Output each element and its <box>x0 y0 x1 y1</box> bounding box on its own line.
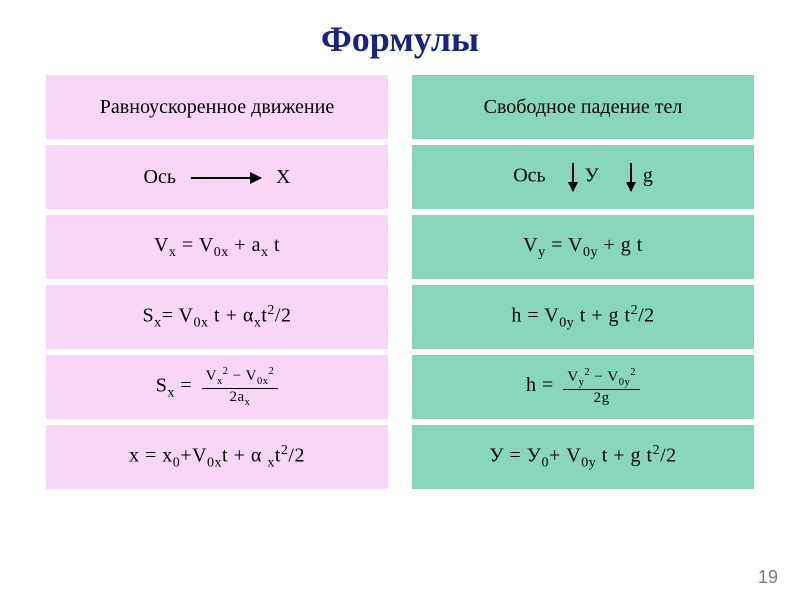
right-table: Свободное падение тел Ось У g Vy = V0y +… <box>409 72 757 492</box>
f3-eq: = <box>175 375 198 397</box>
page-number: 19 <box>758 567 778 588</box>
right-header: Свободное падение тел <box>409 72 757 142</box>
f3-eq: = <box>537 375 560 397</box>
frac-num: Vy2 − V0y2 <box>563 367 640 390</box>
right-formula-2: h = V0y t + g t2/2 <box>409 282 757 352</box>
frac-den: 2g <box>563 390 640 407</box>
axis-label: Ось <box>144 166 176 188</box>
right-formula-1: Vy = V0y + g t <box>409 212 757 282</box>
right-formula-3: h = Vy2 − V0y2 2g <box>409 352 757 422</box>
fraction: Vx2 − V0x2 2ax <box>202 366 279 408</box>
left-formula-2: Sx= V0x t + αxt2/2 <box>43 282 391 352</box>
left-formula-1: Vx = V0x + ax t <box>43 212 391 282</box>
axis-y: У <box>585 165 599 187</box>
arrow-down-icon <box>630 163 632 191</box>
frac-num: Vx2 − V0x2 <box>202 366 279 389</box>
axis-label: Ось <box>513 165 545 187</box>
tables-container: Равноускоренное движение Ось X Vx = V0x … <box>0 72 800 492</box>
left-table: Равноускоренное движение Ось X Vx = V0x … <box>43 72 391 492</box>
right-axis-row: Ось У g <box>409 142 757 212</box>
arrow-right-icon <box>191 177 261 179</box>
left-axis-row: Ось X <box>43 142 391 212</box>
left-formula-4: x = x0+V0xt + α xt2/2 <box>43 422 391 492</box>
fraction: Vy2 − V0y2 2g <box>563 367 640 406</box>
left-header: Равноускоренное движение <box>43 72 391 142</box>
left-formula-3: Sx = Vx2 − V0x2 2ax <box>43 352 391 422</box>
f3-prefix: h <box>526 375 537 397</box>
f3-sub: x <box>167 386 175 401</box>
frac-den: 2ax <box>202 389 279 409</box>
arrow-down-icon <box>572 163 574 191</box>
right-formula-4: У = У0+ V0y t + g t2/2 <box>409 422 757 492</box>
page-title: Формулы <box>0 0 800 72</box>
axis-x: X <box>276 166 290 188</box>
f3-prefix: S <box>156 375 168 397</box>
axis-g: g <box>643 165 653 187</box>
